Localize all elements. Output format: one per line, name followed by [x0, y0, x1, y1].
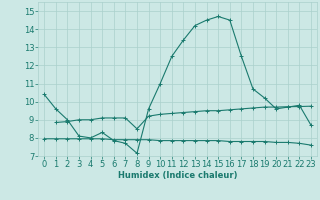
X-axis label: Humidex (Indice chaleur): Humidex (Indice chaleur) — [118, 171, 237, 180]
